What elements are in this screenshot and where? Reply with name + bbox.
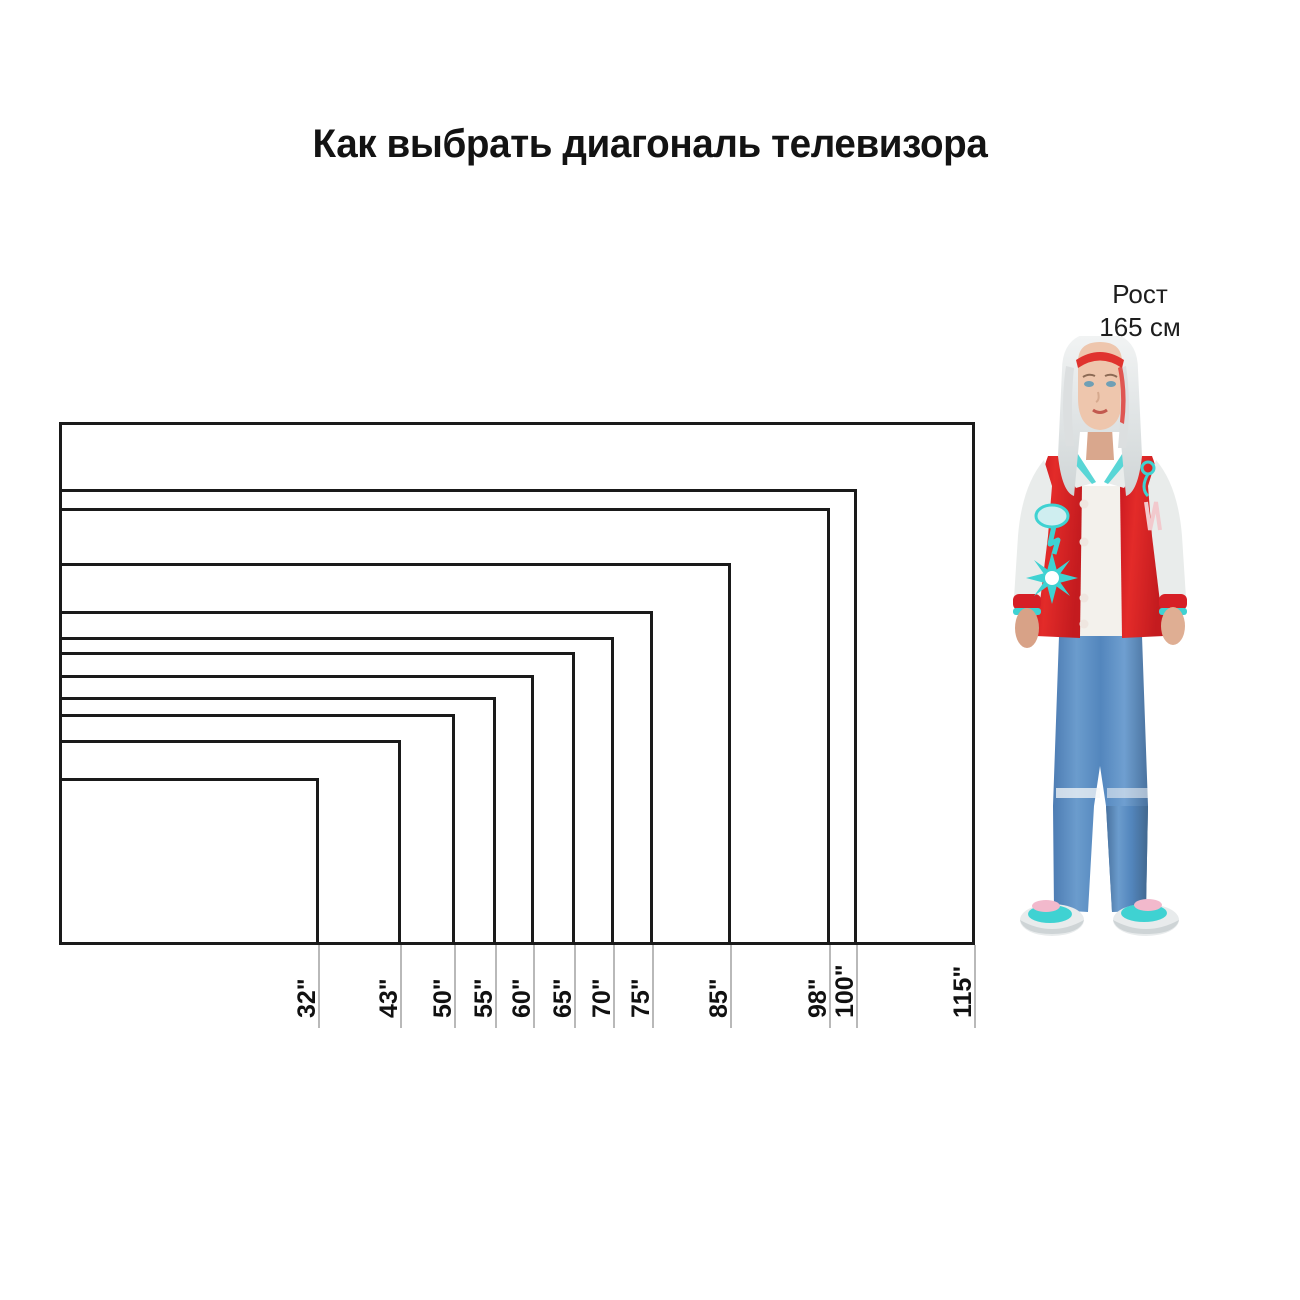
- person-figure-165cm: [996, 336, 1200, 948]
- tick-label: 85": [705, 978, 733, 1018]
- tick-label: 32": [293, 978, 321, 1018]
- tick-guide-line: [613, 945, 615, 1028]
- right-hand: [1161, 607, 1185, 645]
- tick-guide-line: [574, 945, 576, 1028]
- tick-label: 100": [831, 964, 859, 1018]
- tv-screen-outline: [59, 422, 975, 945]
- tick-label: 65": [549, 978, 577, 1018]
- jacket-patch-starburst: [1026, 552, 1078, 604]
- jacket-patch-pin: [1140, 460, 1156, 498]
- jacket-patch-cloud: [1034, 503, 1070, 555]
- left-hand: [1015, 608, 1039, 648]
- tick-guide-line: [400, 945, 402, 1028]
- tick-guide-line: [856, 945, 858, 1028]
- tick-label: 50": [429, 978, 457, 1018]
- tick-label: 75": [627, 978, 655, 1018]
- height-reference-label: Рост: [1112, 279, 1168, 309]
- tick-guide-line: [533, 945, 535, 1028]
- right-eye: [1106, 381, 1116, 387]
- tick-label: 98": [804, 978, 832, 1018]
- neck: [1086, 428, 1114, 460]
- tick-guide-line: [318, 945, 320, 1028]
- jacket-patch-letter: [1144, 501, 1162, 531]
- tick-guide-line: [454, 945, 456, 1028]
- tick-guide-line: [495, 945, 497, 1028]
- tick-label: 70": [588, 978, 616, 1018]
- hair-streak-red: [1076, 352, 1124, 368]
- height-reference-caption: Рост 165 см: [1050, 278, 1230, 344]
- tick-label: 55": [470, 978, 498, 1018]
- face: [1078, 342, 1122, 430]
- tick-label: 43": [375, 978, 403, 1018]
- tick-guide-line: [652, 945, 654, 1028]
- tick-guide-line: [974, 945, 976, 1028]
- page-title: Как выбрать диагональ телевизора: [312, 122, 988, 166]
- jacket-right-sleeve: [1148, 460, 1186, 602]
- tick-guide-line: [829, 945, 831, 1028]
- mouth: [1092, 408, 1108, 414]
- tick-label: 60": [508, 978, 536, 1018]
- left-eye: [1084, 381, 1094, 387]
- tick-guide-line: [730, 945, 732, 1028]
- tick-label: 115": [949, 965, 977, 1018]
